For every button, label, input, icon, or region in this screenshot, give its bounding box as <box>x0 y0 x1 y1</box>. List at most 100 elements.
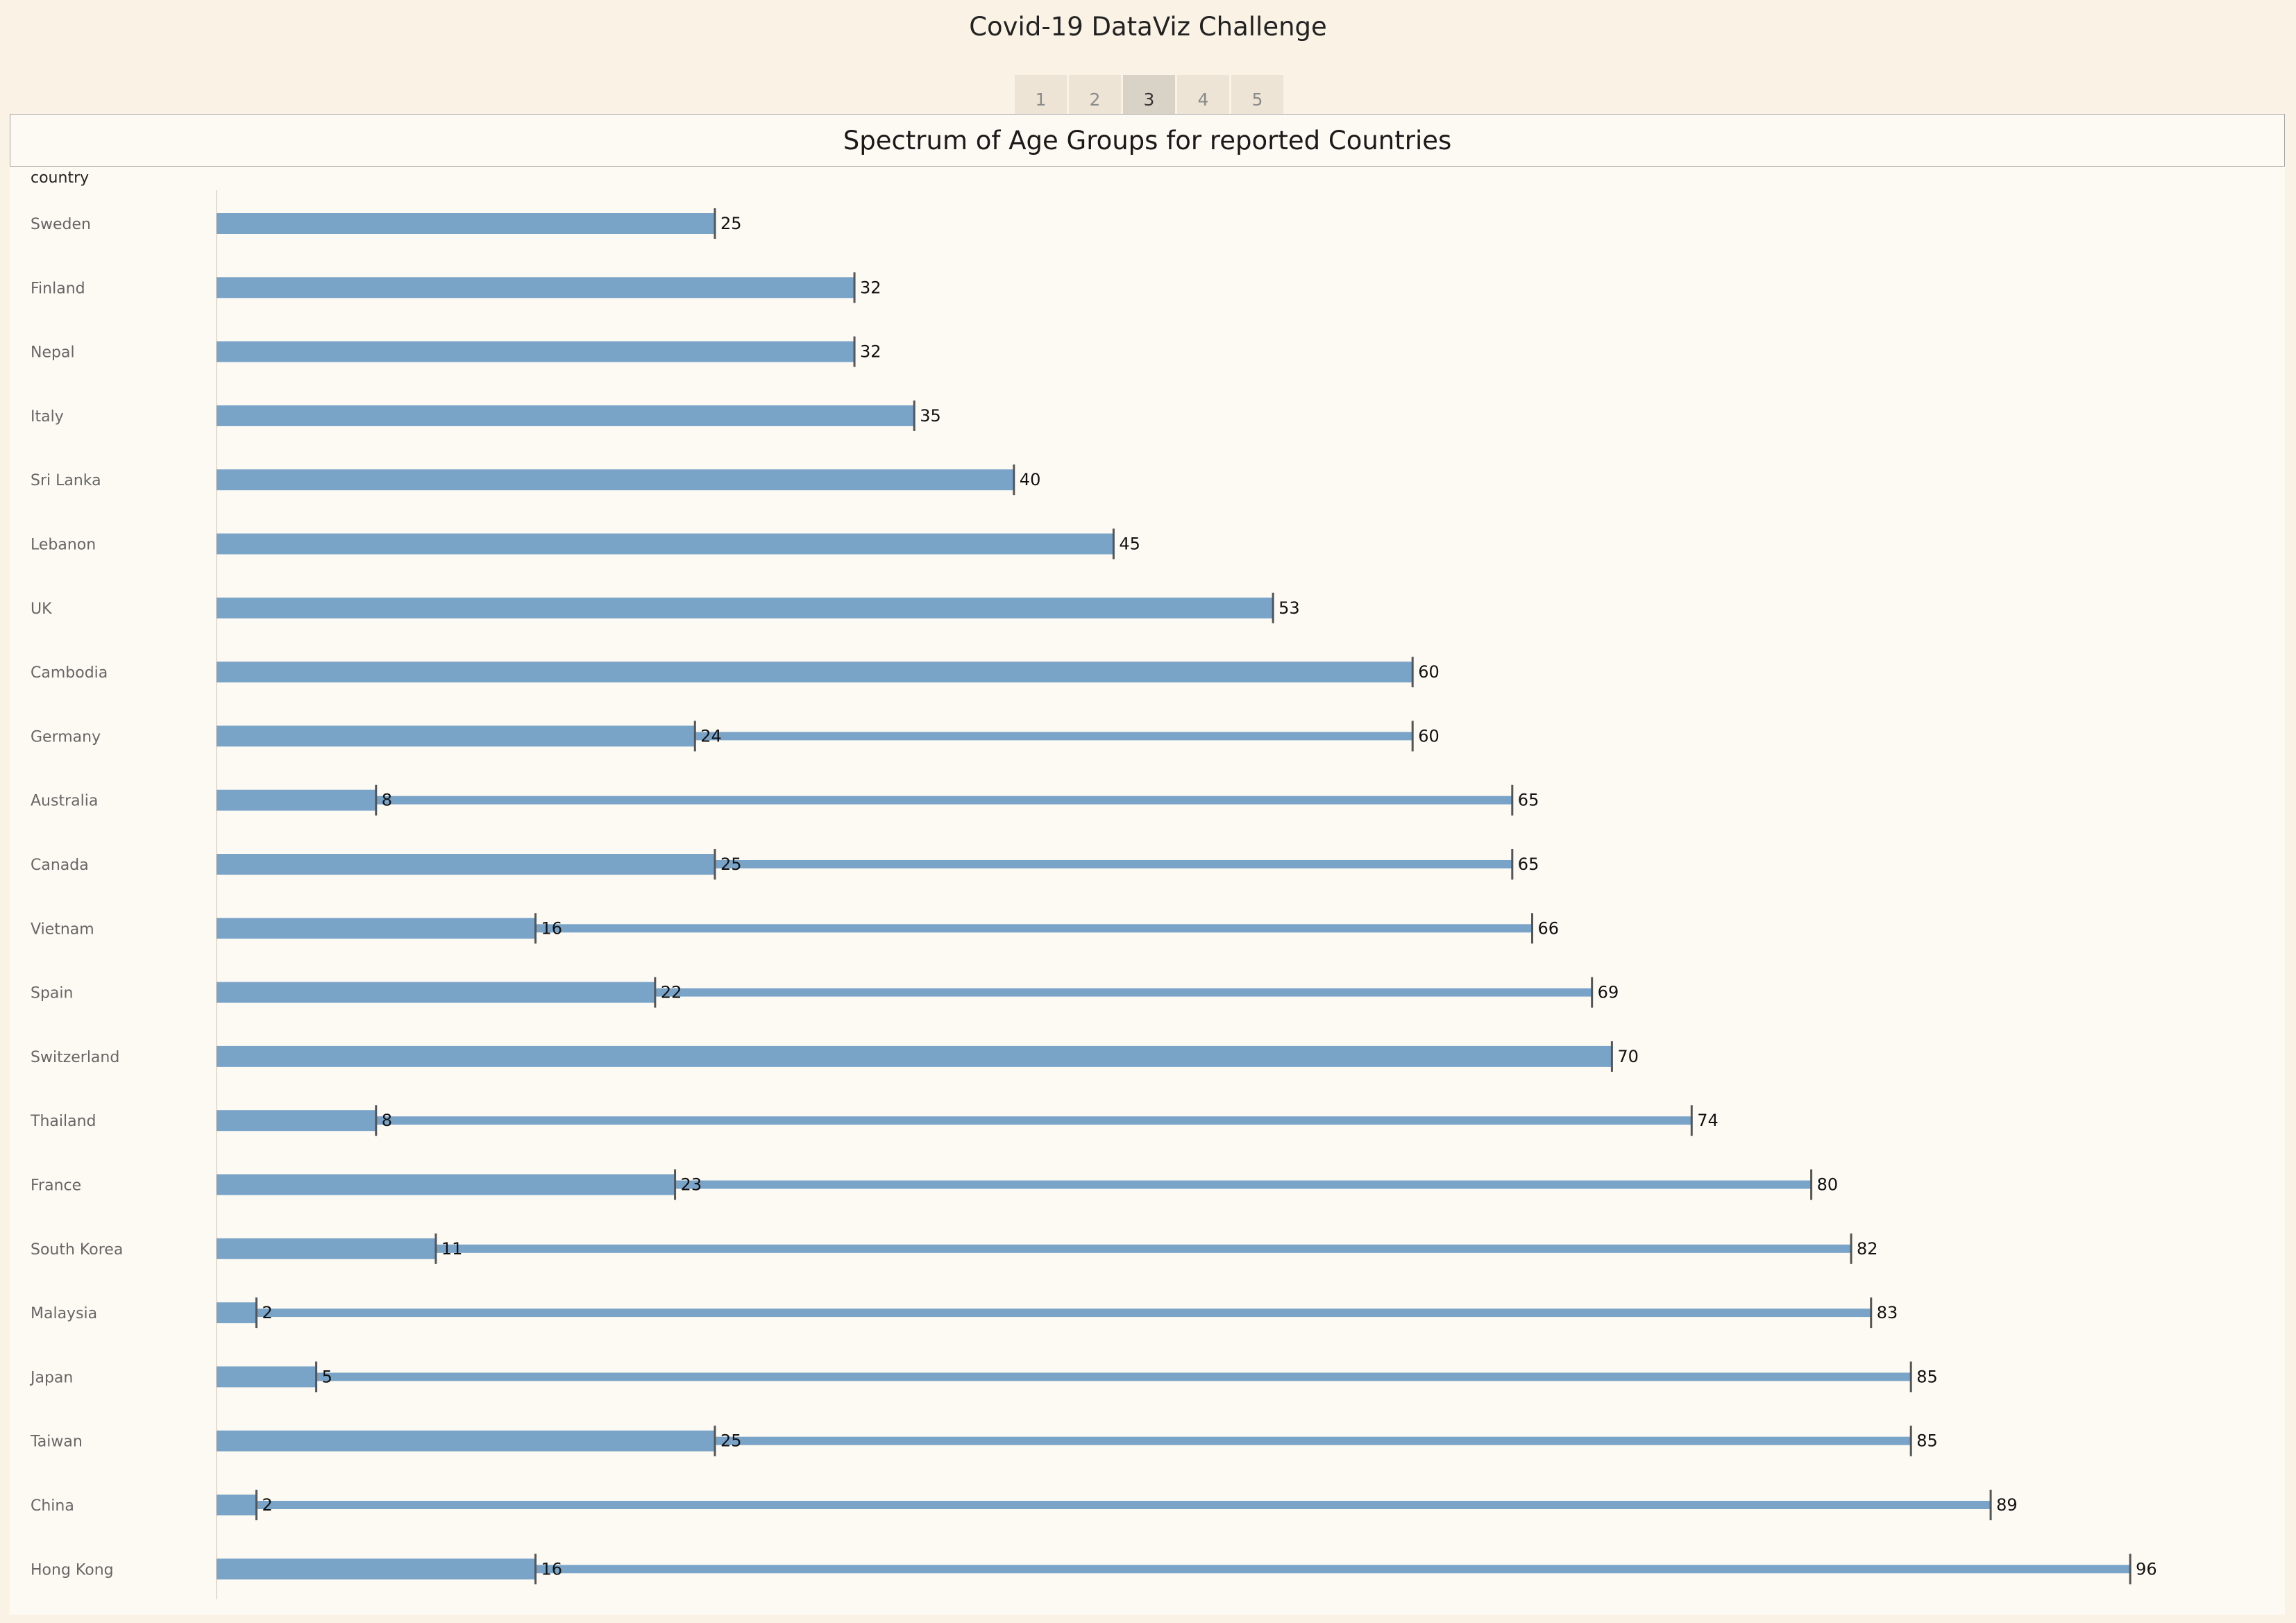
bar-min <box>217 1430 715 1452</box>
bar-min <box>217 982 655 1003</box>
value-label-max: 66 <box>1538 918 1560 938</box>
bar-range <box>715 860 1512 868</box>
value-label-min: 24 <box>700 726 722 746</box>
bar-range <box>535 924 1533 933</box>
tab-5[interactable]: 5 <box>1231 75 1283 114</box>
value-label-max: 83 <box>1877 1303 1898 1322</box>
value-label-min: 25 <box>720 1431 742 1451</box>
country-label: Italy <box>31 408 64 426</box>
value-label-min: 22 <box>661 983 682 1002</box>
chart-title: Spectrum of Age Groups for reported Coun… <box>843 125 1452 155</box>
value-label-max: 65 <box>1518 855 1539 874</box>
bar-min <box>217 1110 376 1132</box>
value-label-max: 69 <box>1598 983 1619 1002</box>
bar-min <box>217 1174 675 1195</box>
bar-min <box>217 918 536 939</box>
tab-4[interactable]: 4 <box>1177 75 1229 114</box>
country-label: Germany <box>31 728 101 746</box>
country-label: Vietnam <box>31 920 94 938</box>
value-label-min: 2 <box>262 1495 272 1515</box>
bar-min <box>217 1366 316 1388</box>
country-label: Thailand <box>30 1113 96 1130</box>
value-label-min: 16 <box>541 918 563 938</box>
column-header: country <box>31 169 90 187</box>
tab-1[interactable]: 1 <box>1015 75 1067 114</box>
country-label: Taiwan <box>30 1433 83 1451</box>
country-label: Spain <box>31 985 73 1002</box>
country-label: China <box>31 1497 74 1515</box>
bar-min <box>217 662 1413 683</box>
country-label: Hong Kong <box>31 1561 114 1579</box>
bar-min <box>217 1495 257 1515</box>
country-label: UK <box>31 600 52 618</box>
bar-range <box>435 1244 1852 1253</box>
bar-min <box>217 469 1014 491</box>
bar-min <box>217 725 695 747</box>
value-label-min: 53 <box>1278 598 1300 618</box>
country-label: Finland <box>31 280 85 297</box>
bar-min <box>217 1302 257 1324</box>
bar-min <box>217 789 376 811</box>
value-label-max: 89 <box>1996 1495 2018 1515</box>
country-label: Australia <box>31 793 98 810</box>
bar-range <box>375 1116 1692 1125</box>
country-label: France <box>31 1177 81 1195</box>
bar-min <box>217 597 1274 619</box>
bar-min <box>217 854 715 875</box>
value-label-max: 85 <box>1916 1367 1938 1386</box>
value-label-min: 70 <box>1617 1047 1639 1066</box>
value-label-min: 40 <box>1020 470 1041 489</box>
country-label: Switzerland <box>31 1049 119 1066</box>
tab-2[interactable]: 2 <box>1069 75 1121 114</box>
value-label-min: 2 <box>262 1303 272 1322</box>
bar-range <box>535 1565 2131 1574</box>
bar-range <box>655 988 1592 997</box>
bar-range <box>695 732 1413 741</box>
bar-range <box>316 1372 1911 1381</box>
bar-min <box>217 277 855 298</box>
bar-min <box>217 213 715 234</box>
bar-min <box>217 405 915 426</box>
value-label-min: 35 <box>920 406 941 426</box>
tab-3[interactable]: 3 <box>1123 75 1175 114</box>
bar-min <box>217 533 1114 555</box>
country-label: South Korea <box>31 1241 123 1259</box>
value-label-max: 80 <box>1817 1175 1839 1195</box>
chart-panel: Spectrum of Age Groups for reported Coun… <box>10 114 2285 1615</box>
value-label-min: 25 <box>720 855 742 874</box>
country-label: Lebanon <box>31 537 96 554</box>
value-label-min: 5 <box>322 1367 332 1386</box>
value-label-max: 85 <box>1916 1431 1938 1451</box>
country-label: Cambodia <box>31 664 108 682</box>
value-label-max: 82 <box>1857 1239 1878 1259</box>
value-label-max: 65 <box>1518 791 1539 810</box>
bar-range <box>675 1180 1812 1189</box>
country-label: Nepal <box>31 344 75 362</box>
value-label-min: 16 <box>541 1559 563 1579</box>
bar-min <box>217 1558 536 1580</box>
value-label-min: 11 <box>441 1239 463 1259</box>
bar-range <box>715 1436 1911 1445</box>
value-label-min: 23 <box>681 1175 702 1195</box>
country-label: Malaysia <box>31 1305 97 1322</box>
chart-header: Spectrum of Age Groups for reported Coun… <box>10 114 2285 167</box>
value-label-min: 32 <box>860 278 881 297</box>
country-label: Sri Lanka <box>31 472 101 489</box>
value-label-min: 25 <box>720 214 742 233</box>
bar-range <box>256 1501 1991 1509</box>
country-label: Canada <box>31 857 89 874</box>
country-label: Sweden <box>31 216 91 233</box>
value-label-min: 8 <box>382 1111 392 1130</box>
bar-min <box>217 1238 436 1259</box>
bar-range <box>256 1309 1871 1318</box>
value-label-max: 74 <box>1697 1111 1719 1130</box>
dashboard-title: Covid-19 DataViz Challenge <box>969 12 1327 42</box>
page-tabs: 1 2 3 4 5 <box>1015 75 1283 114</box>
country-label: Japan <box>29 1369 73 1386</box>
value-label-min: 32 <box>860 342 881 362</box>
bar-min <box>217 341 855 362</box>
bar-range <box>375 796 1512 805</box>
value-label-max: 96 <box>2136 1559 2157 1579</box>
value-label-max: 60 <box>1418 726 1440 746</box>
